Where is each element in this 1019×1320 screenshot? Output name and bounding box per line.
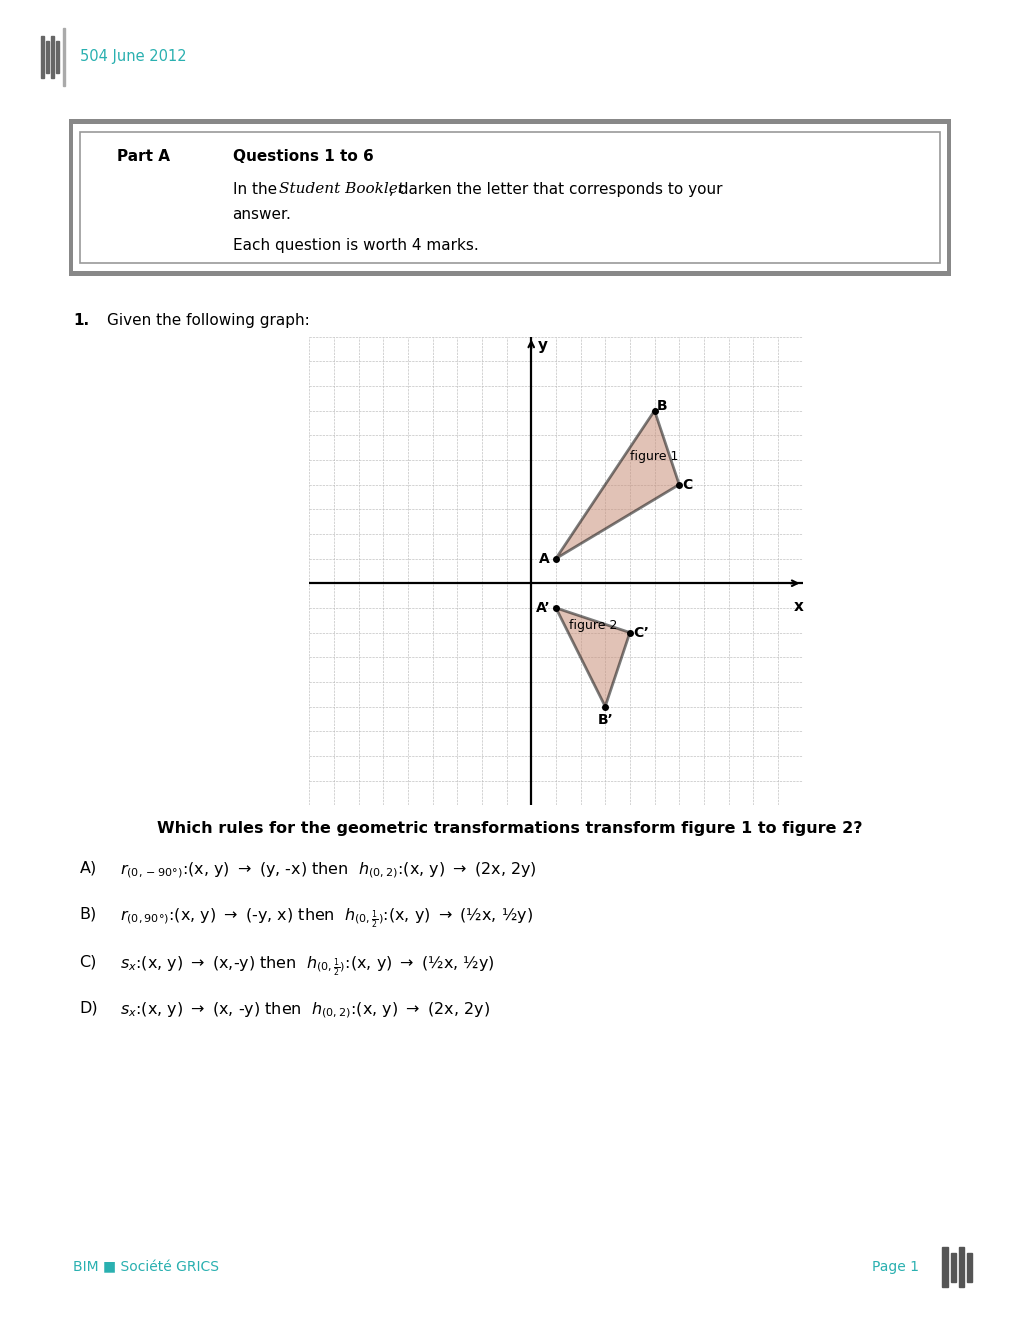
- Text: B’: B’: [597, 713, 612, 727]
- Text: D): D): [79, 1001, 98, 1015]
- Text: C): C): [79, 954, 97, 969]
- Bar: [966, 1253, 971, 1282]
- Text: $r_{(0,-90°)}$:(x, y) $\rightarrow$ (y, -x) then  $h_{(0,2)}$:(x, y) $\rightarro: $r_{(0,-90°)}$:(x, y) $\rightarrow$ (y, …: [120, 861, 537, 880]
- Text: figure 1: figure 1: [630, 450, 678, 463]
- Bar: [41, 36, 44, 78]
- Bar: [56, 41, 59, 73]
- Text: answer.: answer.: [232, 207, 291, 222]
- Bar: [950, 1253, 955, 1282]
- Bar: [51, 36, 54, 78]
- Text: $s_x$:(x, y) $\rightarrow$ (x,-y) then  $h_{(0,\frac{1}{2})}$:(x, y) $\rightarro: $s_x$:(x, y) $\rightarrow$ (x,-y) then $…: [120, 954, 494, 978]
- Polygon shape: [555, 411, 679, 558]
- Text: $s_x$:(x, y) $\rightarrow$ (x, -y) then  $h_{(0,2)}$:(x, y) $\rightarrow$ (2x, 2: $s_x$:(x, y) $\rightarrow$ (x, -y) then …: [120, 1001, 490, 1020]
- Text: BIM ■ Société GRICS: BIM ■ Société GRICS: [73, 1261, 219, 1274]
- Text: Page 1: Page 1: [871, 1261, 918, 1274]
- Text: x: x: [793, 599, 803, 614]
- Text: C: C: [682, 478, 692, 491]
- Text: figure 2: figure 2: [569, 619, 618, 632]
- Text: B: B: [656, 399, 666, 413]
- Bar: [46, 41, 49, 73]
- Text: B): B): [79, 907, 97, 921]
- Text: , darken the letter that corresponds to your: , darken the letter that corresponds to …: [388, 182, 721, 197]
- Text: A: A: [539, 552, 549, 565]
- Text: y: y: [537, 338, 547, 352]
- Bar: [942, 1247, 947, 1287]
- Polygon shape: [555, 609, 630, 706]
- Text: In the: In the: [232, 182, 281, 197]
- Bar: [69, 119, 950, 276]
- Text: Part A: Part A: [117, 149, 170, 164]
- Text: Each question is worth 4 marks.: Each question is worth 4 marks.: [232, 238, 478, 252]
- Bar: [73, 124, 946, 271]
- Bar: [63, 28, 65, 86]
- Text: A’: A’: [536, 601, 550, 615]
- Text: Student Booklet: Student Booklet: [279, 182, 404, 197]
- Text: 1.: 1.: [73, 313, 90, 327]
- Text: A): A): [79, 861, 97, 875]
- Bar: [958, 1247, 963, 1287]
- Bar: [79, 132, 940, 263]
- Text: $r_{(0,90°)}$:(x, y) $\rightarrow$ (-y, x) then  $h_{(0,\frac{1}{2})}$:(x, y) $\: $r_{(0,90°)}$:(x, y) $\rightarrow$ (-y, …: [120, 907, 533, 931]
- Text: Questions 1 to 6: Questions 1 to 6: [232, 149, 373, 164]
- Text: Which rules for the geometric transformations transform figure 1 to figure 2?: Which rules for the geometric transforma…: [157, 821, 862, 836]
- Text: Given the following graph:: Given the following graph:: [107, 313, 310, 327]
- Text: C’: C’: [633, 626, 648, 640]
- Text: 504 June 2012: 504 June 2012: [79, 49, 186, 65]
